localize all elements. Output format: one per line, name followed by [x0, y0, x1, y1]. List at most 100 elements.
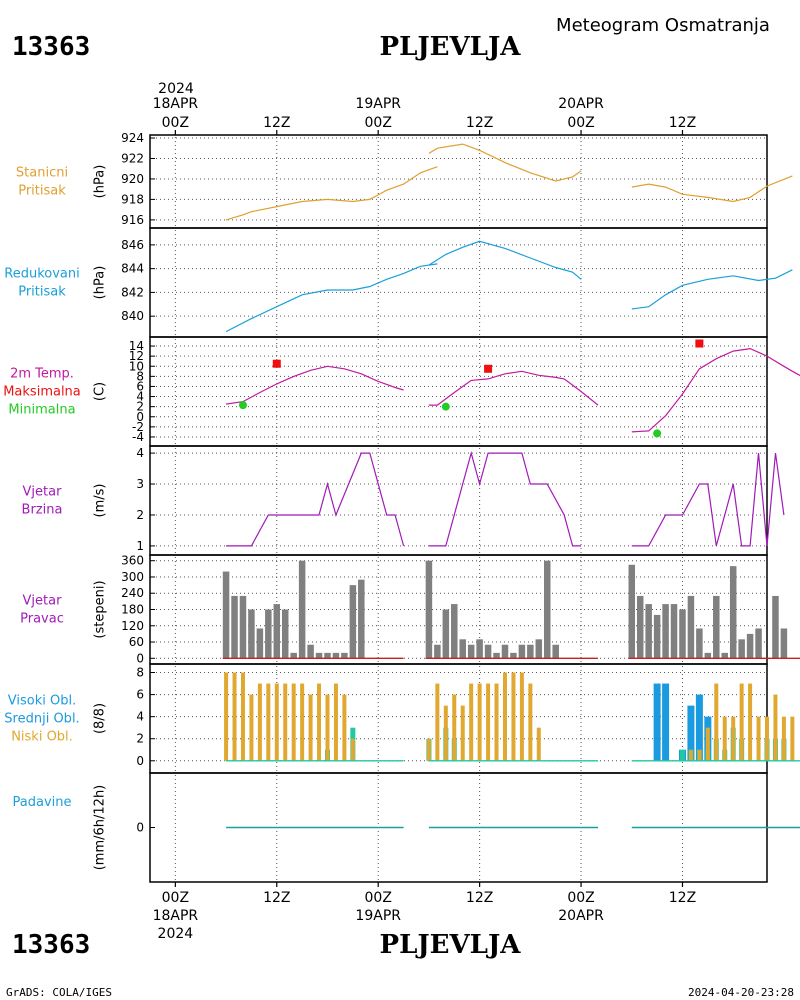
wind-direction-bar [755, 628, 762, 659]
panel-label: Pritisak [18, 184, 66, 199]
series-line-station_pressure [428, 143, 582, 182]
cloud-bar-low [291, 683, 296, 761]
panel-frame [149, 134, 768, 229]
wind-direction-bar [662, 604, 669, 659]
tmin-marker [441, 402, 450, 411]
cloud-bar-low [748, 683, 753, 761]
cloud-bar-low [756, 716, 761, 761]
top-date-label: 18APR [153, 96, 199, 112]
header-subtitle: Meteogram Osmatranja [556, 15, 770, 36]
cloud-bar-low [477, 683, 482, 761]
y-tick-label: 0 [136, 821, 144, 835]
top-hour-label: 12Z [466, 115, 493, 131]
wind-direction-bar [729, 566, 737, 659]
cloud-bar-low [333, 683, 338, 761]
y-tick-label: 12 [129, 349, 144, 363]
header-station-name: PLJEVLJA [380, 32, 522, 62]
panel-label: Brzina [22, 503, 63, 518]
series-line-reduced_pressure [631, 269, 793, 310]
cloud-bar-low [790, 716, 795, 761]
wind-direction-bar [679, 609, 686, 659]
wind-direction-bar [307, 644, 314, 659]
y-tick-label: 180 [121, 603, 144, 617]
panel-label: Maksimalna [3, 385, 81, 400]
y-tick-label: 846 [121, 238, 144, 252]
cloud-bar-mid [679, 749, 685, 761]
bottom-hour-label: 00Z [365, 890, 392, 906]
cloud-bar-low [224, 672, 229, 761]
panel-unit-label: (hPa) [93, 266, 108, 300]
cloud-bar-low [460, 705, 465, 761]
y-tick-label: 4 [136, 446, 144, 460]
y-tick-label: 920 [121, 172, 144, 186]
top-hour-label: 12Z [669, 115, 696, 131]
bottom-hour-label: 00Z [567, 890, 594, 906]
wind-direction-bar [696, 628, 703, 659]
cloud-bar-low [325, 694, 330, 761]
wind-direction-bar [518, 644, 526, 659]
cloud-bar-low [266, 683, 271, 761]
cloud-bar-high [662, 683, 670, 761]
y-tick-label: 6 [136, 688, 144, 702]
top-date-label: 19APR [355, 96, 401, 112]
y-tick-label: 1 [136, 539, 144, 553]
cloud-bar-low [714, 683, 719, 761]
wind-direction-bar [484, 644, 492, 659]
y-tick-label: 120 [121, 619, 144, 633]
cloud-bar-low [765, 716, 769, 761]
wind-direction-bar [721, 652, 728, 659]
cloud-bar-low [257, 683, 262, 761]
panel-label: Vjetar [23, 594, 63, 609]
cloud-bar-low [722, 716, 727, 761]
cloud-bar-low [731, 716, 736, 761]
panel-label: Pritisak [18, 285, 66, 300]
cloud-bar-low [705, 727, 710, 761]
cloud-bar-high [687, 705, 695, 761]
wind-direction-bar [425, 560, 433, 659]
panel-unit-label: (8/8) [93, 703, 108, 734]
footer-timestamp: 2024-04-20-23:28 [688, 986, 794, 999]
wind-direction-bar [315, 652, 323, 659]
cloud-bar-low [739, 683, 744, 761]
wind-direction-bar [628, 564, 636, 659]
series-line-station_pressure [225, 166, 438, 221]
wind-direction-bar [273, 604, 281, 659]
wind-direction-bar [231, 595, 238, 659]
y-tick-label: 918 [121, 192, 144, 206]
y-tick-label: 916 [121, 213, 144, 227]
wind-direction-bar [636, 595, 644, 659]
bottom-hour-label: 00Z [162, 890, 189, 906]
tmax-marker [695, 339, 704, 348]
y-tick-label: 0 [136, 754, 144, 768]
y-tick-label: -2 [132, 420, 144, 434]
cloud-bar-low [781, 716, 786, 761]
panel-label: Srednji Obl. [4, 712, 79, 727]
wind-direction-bar [746, 633, 754, 659]
wind-direction-bar [341, 652, 348, 659]
wind-direction-bar [670, 604, 678, 659]
top-year-label: 2024 [158, 81, 194, 97]
y-tick-label: 2 [136, 732, 144, 746]
cloud-bar-low [283, 683, 288, 761]
top-hour-label: 00Z [365, 115, 392, 131]
cloud-bar-high [653, 683, 661, 761]
cloud-bar-low [511, 672, 516, 761]
panel-label: Niski Obl. [11, 730, 73, 745]
panel-label: Stanicni [16, 166, 68, 181]
cloud-bar-low [486, 683, 491, 761]
footer-credit: GrADS: COLA/IGES [6, 986, 112, 999]
y-tick-label: 360 [121, 554, 144, 568]
wind-direction-bar [645, 604, 652, 659]
panel-unit-label: (stepeni) [93, 580, 108, 638]
cloud-bar-low [502, 672, 507, 761]
panel-label: Visoki Obl. [8, 694, 76, 709]
cloud-bar-low [688, 749, 693, 761]
y-tick-label: 8 [136, 666, 144, 680]
panel-unit-label: (m/s) [93, 484, 108, 518]
bottom-hour-label: 12Z [669, 890, 696, 906]
tmin-marker [238, 401, 247, 410]
cloud-bar-low [435, 683, 440, 761]
y-tick-label: 924 [121, 131, 144, 145]
y-tick-label: 3 [136, 477, 144, 491]
